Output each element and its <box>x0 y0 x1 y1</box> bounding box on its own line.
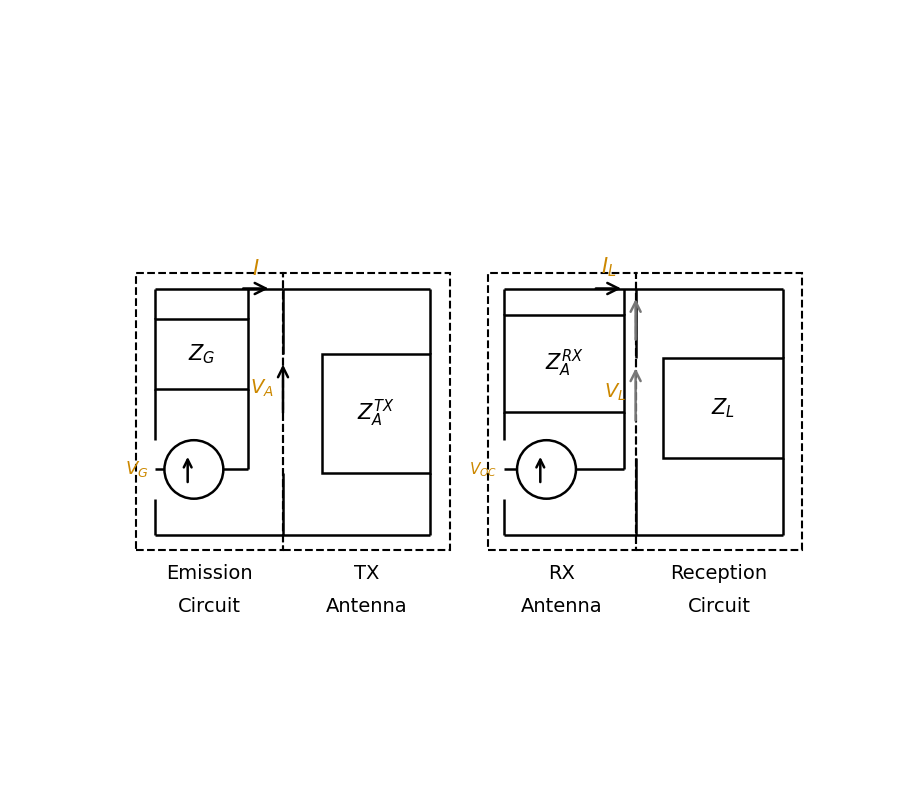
Text: $I_L$: $I_L$ <box>601 256 617 279</box>
Bar <box>322 354 430 474</box>
Text: Reception: Reception <box>670 564 768 583</box>
Text: Antenna: Antenna <box>521 597 603 615</box>
Bar <box>635 273 802 550</box>
Text: $I$: $I$ <box>252 259 260 279</box>
Text: $Z_L$: $Z_L$ <box>711 396 734 420</box>
Text: $Z_A^{TX}$: $Z_A^{TX}$ <box>357 398 395 430</box>
Text: $V_L$: $V_L$ <box>604 382 626 403</box>
Bar <box>489 273 635 550</box>
Text: $V_G$: $V_G$ <box>125 459 148 479</box>
Text: Antenna: Antenna <box>326 597 407 615</box>
Bar <box>504 315 624 412</box>
Text: Circuit: Circuit <box>688 597 751 615</box>
Bar <box>283 273 450 550</box>
Text: $Z_A^{RX}$: $Z_A^{RX}$ <box>544 348 583 379</box>
Text: $V_{OC}$: $V_{OC}$ <box>470 460 498 478</box>
Bar <box>136 273 283 550</box>
Text: $Z_G$: $Z_G$ <box>188 342 215 366</box>
Text: $V_A$: $V_A$ <box>250 378 274 399</box>
Text: Emission: Emission <box>166 564 253 583</box>
Text: Circuit: Circuit <box>178 597 241 615</box>
Bar <box>662 358 783 458</box>
Bar <box>155 319 248 389</box>
Text: TX: TX <box>354 564 379 583</box>
Text: RX: RX <box>549 564 575 583</box>
